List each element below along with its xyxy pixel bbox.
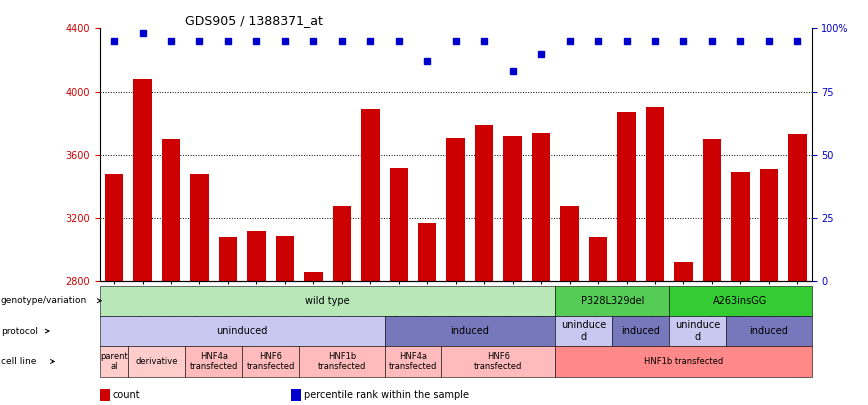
Bar bbox=[503, 136, 522, 281]
Bar bbox=[332, 206, 351, 281]
Bar bbox=[561, 206, 579, 281]
Bar bbox=[589, 237, 608, 281]
Bar bbox=[304, 272, 323, 281]
Bar bbox=[105, 174, 123, 281]
Text: P328L329del: P328L329del bbox=[581, 296, 644, 306]
Text: A263insGG: A263insGG bbox=[713, 296, 767, 306]
Bar bbox=[276, 236, 294, 281]
Text: genotype/variation: genotype/variation bbox=[1, 296, 87, 305]
Text: HNF1b
transfected: HNF1b transfected bbox=[318, 352, 366, 371]
Bar bbox=[446, 138, 465, 281]
Text: induced: induced bbox=[450, 326, 490, 336]
Bar bbox=[361, 109, 379, 281]
Text: GDS905 / 1388371_at: GDS905 / 1388371_at bbox=[185, 14, 323, 27]
Text: induced: induced bbox=[749, 326, 788, 336]
Text: HNF4a
transfected: HNF4a transfected bbox=[189, 352, 238, 371]
Text: HNF6
transfected: HNF6 transfected bbox=[247, 352, 295, 371]
Bar bbox=[190, 174, 208, 281]
Bar bbox=[731, 172, 750, 281]
Text: derivative: derivative bbox=[135, 357, 178, 366]
Text: HNF6
transfected: HNF6 transfected bbox=[474, 352, 523, 371]
Text: parent
al: parent al bbox=[100, 352, 128, 371]
Text: uninduce
d: uninduce d bbox=[562, 320, 607, 342]
Bar bbox=[617, 112, 635, 281]
Text: uninduced: uninduced bbox=[216, 326, 268, 336]
Bar bbox=[646, 107, 664, 281]
Text: cell line: cell line bbox=[1, 357, 36, 366]
Text: uninduce
d: uninduce d bbox=[675, 320, 720, 342]
Text: protocol: protocol bbox=[1, 326, 38, 336]
Bar bbox=[219, 237, 237, 281]
Text: induced: induced bbox=[621, 326, 661, 336]
Bar bbox=[418, 223, 437, 281]
Text: wild type: wild type bbox=[306, 296, 350, 306]
Bar bbox=[161, 139, 181, 281]
Text: count: count bbox=[113, 390, 141, 400]
Bar bbox=[134, 79, 152, 281]
Bar bbox=[532, 133, 550, 281]
Text: HNF1b transfected: HNF1b transfected bbox=[644, 357, 723, 366]
Bar bbox=[760, 169, 778, 281]
Bar bbox=[247, 231, 266, 281]
Text: percentile rank within the sample: percentile rank within the sample bbox=[304, 390, 469, 400]
Bar bbox=[674, 262, 693, 281]
Text: HNF4a
transfected: HNF4a transfected bbox=[389, 352, 437, 371]
Bar bbox=[788, 134, 806, 281]
Bar bbox=[390, 168, 408, 281]
Bar bbox=[475, 125, 493, 281]
Bar bbox=[703, 139, 721, 281]
